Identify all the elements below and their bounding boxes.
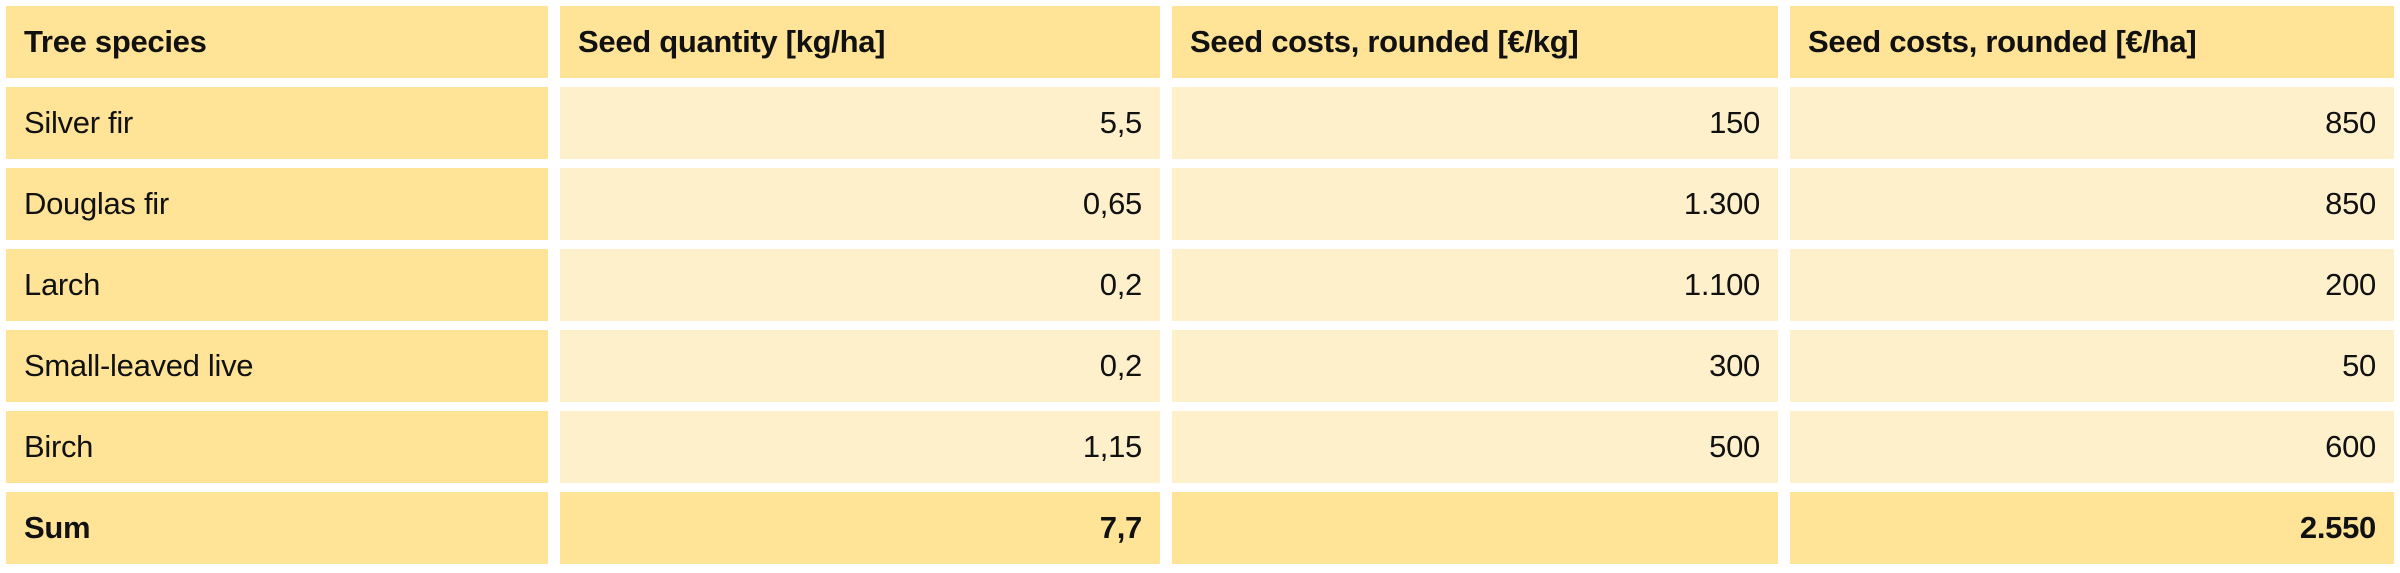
seed-cost-per-ha-cell: 850	[1790, 87, 2394, 159]
seed-quantity-cell: 0,2	[560, 330, 1160, 402]
seed-cost-per-kg-cell: 150	[1172, 87, 1778, 159]
sum-tree-species-cell: Sum	[6, 492, 548, 564]
seed-cost-per-ha-cell: 600	[1790, 411, 2394, 483]
header-seed-costs-per-ha: Seed costs, rounded [€/ha]	[1790, 6, 2394, 78]
seed-cost-per-ha-cell: 50	[1790, 330, 2394, 402]
seed-cost-per-kg-cell: 300	[1172, 330, 1778, 402]
seed-cost-per-ha-cell: 850	[1790, 168, 2394, 240]
seed-cost-per-kg-cell: 1.100	[1172, 249, 1778, 321]
tree-species-cell: Birch	[6, 411, 548, 483]
seed-quantity-cell: 5,5	[560, 87, 1160, 159]
sum-seed-cost-per-ha-cell: 2.550	[1790, 492, 2394, 564]
seed-cost-per-kg-cell: 500	[1172, 411, 1778, 483]
tree-species-cell: Douglas fir	[6, 168, 548, 240]
seed-quantity-cell: 1,15	[560, 411, 1160, 483]
seed-cost-per-kg-cell: 1.300	[1172, 168, 1778, 240]
tree-species-cell: Silver fir	[6, 87, 548, 159]
seed-quantity-cell: 0,65	[560, 168, 1160, 240]
header-seed-costs-per-kg: Seed costs, rounded [€/kg]	[1172, 6, 1778, 78]
tree-species-cell: Small-leaved live	[6, 330, 548, 402]
header-tree-species: Tree species	[6, 6, 548, 78]
tree-species-cell: Larch	[6, 249, 548, 321]
sum-seed-cost-per-kg-cell	[1172, 492, 1778, 564]
header-seed-quantity: Seed quantity [kg/ha]	[560, 6, 1160, 78]
seed-quantity-cell: 0,2	[560, 249, 1160, 321]
sum-seed-quantity-cell: 7,7	[560, 492, 1160, 564]
seed-cost-per-ha-cell: 200	[1790, 249, 2394, 321]
